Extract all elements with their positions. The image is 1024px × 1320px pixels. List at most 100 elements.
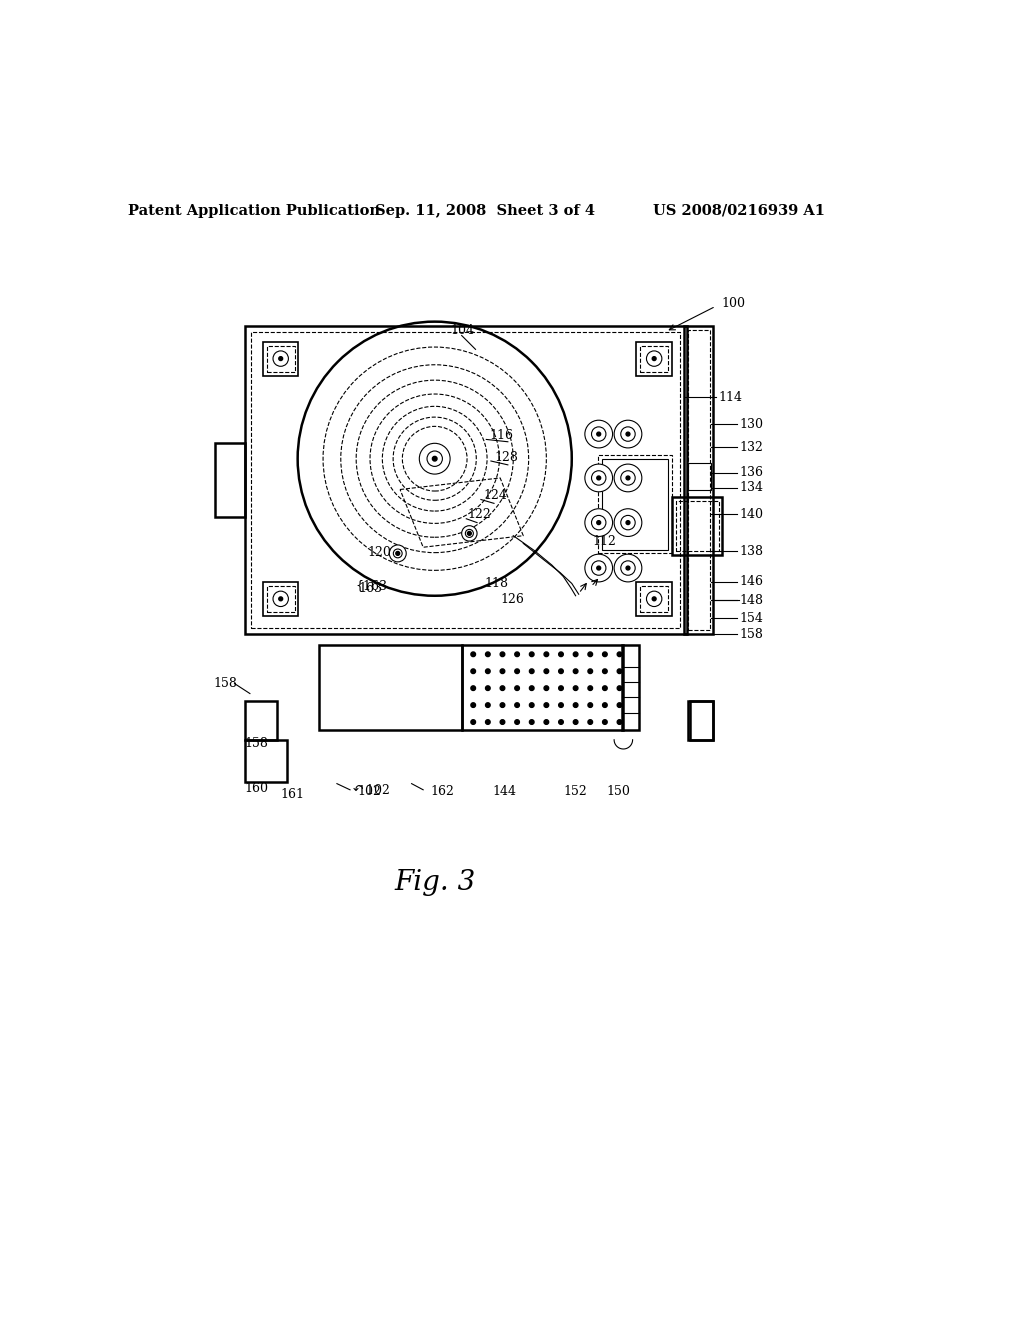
Bar <box>245 326 686 635</box>
Circle shape <box>588 686 593 690</box>
Text: Patent Application Publication: Patent Application Publication <box>128 203 380 218</box>
Bar <box>672 498 722 554</box>
Circle shape <box>500 719 505 725</box>
Circle shape <box>617 719 622 725</box>
Circle shape <box>485 669 490 673</box>
Text: 150: 150 <box>606 785 631 797</box>
Circle shape <box>529 686 535 690</box>
Text: 104: 104 <box>451 325 474 338</box>
Bar <box>688 462 711 490</box>
Text: 130: 130 <box>739 417 764 430</box>
Circle shape <box>500 686 505 690</box>
Circle shape <box>573 669 578 673</box>
Circle shape <box>626 566 630 570</box>
Circle shape <box>597 432 601 436</box>
Circle shape <box>626 477 630 480</box>
Bar <box>690 701 714 739</box>
Text: Sep. 11, 2008  Sheet 3 of 4: Sep. 11, 2008 Sheet 3 of 4 <box>375 203 595 218</box>
Bar <box>637 342 672 376</box>
Bar <box>688 701 714 739</box>
Circle shape <box>614 508 642 536</box>
Circle shape <box>652 597 656 601</box>
Circle shape <box>602 719 607 725</box>
Circle shape <box>602 686 607 690</box>
Bar <box>684 326 714 635</box>
Circle shape <box>396 552 399 556</box>
Text: 148: 148 <box>739 594 764 607</box>
Bar <box>688 330 710 631</box>
Text: 162: 162 <box>431 785 455 797</box>
Circle shape <box>471 702 475 708</box>
Circle shape <box>529 702 535 708</box>
Circle shape <box>592 426 606 441</box>
Bar <box>319 645 462 730</box>
Circle shape <box>621 515 635 529</box>
Bar <box>263 342 298 376</box>
Circle shape <box>617 702 622 708</box>
Text: Fig. 3: Fig. 3 <box>394 869 475 896</box>
Circle shape <box>621 426 635 441</box>
Circle shape <box>602 669 607 673</box>
Circle shape <box>529 669 535 673</box>
Circle shape <box>544 702 549 708</box>
Circle shape <box>585 554 612 582</box>
Bar <box>245 739 287 781</box>
Circle shape <box>485 702 490 708</box>
Text: 138: 138 <box>739 545 764 557</box>
Circle shape <box>515 652 519 656</box>
Text: 128: 128 <box>494 450 518 463</box>
Bar <box>267 586 295 612</box>
Circle shape <box>485 686 490 690</box>
Bar <box>640 346 668 372</box>
Circle shape <box>588 719 593 725</box>
Circle shape <box>467 532 471 536</box>
Text: 160: 160 <box>245 781 268 795</box>
Text: 122: 122 <box>468 508 492 521</box>
Text: 136: 136 <box>739 466 764 479</box>
Circle shape <box>544 652 549 656</box>
Circle shape <box>485 652 490 656</box>
Circle shape <box>559 719 563 725</box>
Circle shape <box>626 432 630 436</box>
Text: 132: 132 <box>739 441 764 454</box>
Circle shape <box>432 457 437 461</box>
Circle shape <box>471 686 475 690</box>
Circle shape <box>544 669 549 673</box>
Circle shape <box>602 702 607 708</box>
Circle shape <box>597 520 601 524</box>
Circle shape <box>626 520 630 524</box>
Circle shape <box>515 702 519 708</box>
Circle shape <box>500 652 505 656</box>
Circle shape <box>389 545 407 562</box>
Circle shape <box>544 719 549 725</box>
Circle shape <box>585 465 612 492</box>
Circle shape <box>573 702 578 708</box>
Circle shape <box>515 719 519 725</box>
Text: 158: 158 <box>214 677 238 690</box>
Circle shape <box>393 549 402 558</box>
Circle shape <box>621 471 635 486</box>
Circle shape <box>559 702 563 708</box>
Text: 124: 124 <box>483 490 507 502</box>
Bar <box>637 582 672 615</box>
Circle shape <box>465 529 473 537</box>
Text: 158: 158 <box>739 628 764 640</box>
Circle shape <box>515 669 519 673</box>
Text: 118: 118 <box>484 577 509 590</box>
Bar <box>263 582 298 615</box>
Circle shape <box>585 420 612 447</box>
Circle shape <box>515 686 519 690</box>
Circle shape <box>592 515 606 529</box>
Circle shape <box>602 652 607 656</box>
Bar <box>677 502 719 552</box>
Circle shape <box>592 471 606 486</box>
Circle shape <box>544 686 549 690</box>
Text: 154: 154 <box>739 611 764 624</box>
Circle shape <box>471 652 475 656</box>
Circle shape <box>500 669 505 673</box>
Circle shape <box>471 719 475 725</box>
Bar <box>640 586 668 612</box>
Circle shape <box>279 356 283 360</box>
Text: 120: 120 <box>368 546 391 560</box>
Circle shape <box>588 652 593 656</box>
